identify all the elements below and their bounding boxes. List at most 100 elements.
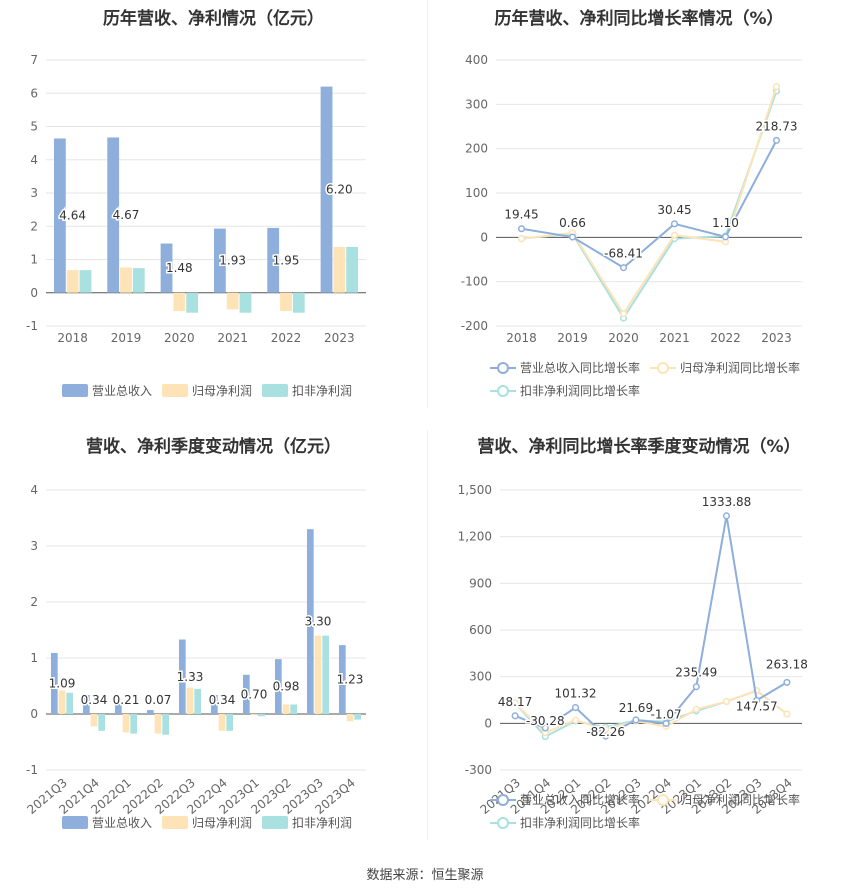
y-tick-label: 900 [469,576,492,590]
y-tick-label: -200 [461,319,488,333]
chart-title: 营收、净利同比增长率季度变动情况（%） [477,437,801,457]
data-point [772,136,781,144]
quarterly-revenue-profit-panel: 营收、净利季度变动情况（亿元） -1 0 1 2 3 4 2021Q3 2021Q4 2022Q… [0,428,427,848]
data-label: 218.73 [756,119,798,133]
data-point [517,225,526,233]
data-point [662,719,670,728]
quarterly-growth-line-chart: -30003006009001,2001,5002021Q32021Q42022… [458,483,810,817]
x-tick-label: 2019 [557,331,588,345]
y-tick-label: -100 [461,275,488,289]
legend-swatch [62,816,88,829]
bar [82,694,90,714]
quarterly-bar-chart: -1012342021Q32021Q42022Q12022Q22022Q3202… [24,483,366,817]
y-tick-label: 100 [465,186,488,200]
bar [314,635,322,714]
legend-swatch [162,816,188,829]
data-point [670,220,679,228]
y-tick-label: 5 [30,120,38,134]
legend-item-revenue-growth[interactable]: 营业总收入同比增长率 [490,359,640,376]
data-point [692,705,700,713]
annual-bar-chart: -1 0 1 2 3 4 5 6 7 2018 2019 2020 2021 2022 2023 4.64 4.… [26,53,366,345]
bar [178,639,186,714]
y-tick-label: 1,500 [458,483,492,497]
legend-item-revenue[interactable]: 营业总收入 [62,382,152,399]
y-tick-label: 4 [30,483,38,497]
legend-label: 归母净利润 [192,384,253,398]
data-point [772,83,781,91]
data-label: 263.18 [766,657,808,671]
bar [346,714,354,722]
legend-label: 归母净利润同比增长率 [680,361,801,375]
legend-item-net-profit[interactable]: 归母净利润 [162,382,252,399]
bar [58,690,66,714]
legend-swatch [62,384,88,397]
legend-item-revenue[interactable]: 营业总收入 [62,814,152,831]
data-source: 数据来源：恒生聚源 [366,868,484,883]
data-label: 1.95 [273,253,300,267]
y-tick-label: 0 [30,286,38,300]
legend-label: 归母净利润同比增长率 [680,793,801,807]
legend-item-deducted-profit[interactable]: 扣非净利润 [262,382,352,399]
bar [290,704,298,714]
bar [267,227,280,293]
bar [218,714,226,731]
data-label: 147.57 [736,699,778,713]
data-point [619,310,628,318]
data-point [602,732,610,740]
bar [173,292,186,312]
bar [242,674,250,714]
legend-item-deducted-growth[interactable]: 扣非净利润同比增长率 [490,382,640,399]
legend-item-deducted-profit[interactable]: 扣非净利润 [262,814,352,831]
data-label: -1.07 [651,707,682,721]
legend-item-net-profit[interactable]: 归母净利润 [162,814,252,831]
data-label: 101.32 [555,687,597,701]
y-tick-label: 2 [30,595,38,609]
legend-label: 归母净利润 [192,816,253,830]
data-point [568,233,577,241]
bar [338,645,346,714]
legend-item-net-growth[interactable]: 归母净利润同比增长率 [650,359,800,376]
data-point [511,712,519,720]
divider-top [427,0,428,408]
y-tick-label: 300 [465,97,488,111]
y-tick-label: 6 [30,86,38,100]
bar [354,714,362,720]
bar [114,702,122,714]
y-tick-label: 3 [30,186,38,200]
data-label: 3.30 [305,615,332,629]
bar [132,268,145,293]
data-point [722,698,731,706]
legend: 营业总收入同比增长率 归母净利润同比增长率 扣非净利润同比增长率 [428,791,850,835]
bar [239,292,252,313]
y-tick-label: -300 [465,763,492,777]
bar [210,694,218,714]
legend-label: 扣非净利润 [292,384,353,398]
data-point [632,716,640,724]
x-tick-label: 2022 [271,331,302,345]
annual-growth-panel: 历年营收、净利同比增长率情况（%） -200 -100 0 100 200 300 400 2… [428,0,850,410]
legend-item-net-growth[interactable]: 归母净利润同比增长率 [650,791,800,808]
x-tick-label: 2020 [608,331,639,345]
data-point [602,726,610,734]
y-tick-label: 2 [30,219,38,233]
bar [66,692,74,714]
bar [50,652,58,714]
legend-label: 扣非净利润 [292,816,353,830]
y-tick-label: -1 [26,319,38,333]
legend-item-revenue-growth[interactable]: 营业总收入同比增长率 [490,791,640,808]
bar [90,714,98,727]
annual-revenue-profit-panel: 历年营收、净利情况（亿元） -1 0 1 2 3 4 5 6 7 2018 2019 2020 2021… [0,0,427,410]
x-tick-label: 2023 [761,331,792,345]
bar [258,714,266,717]
legend: 营业总收入 归母净利润 扣非净利润 [0,814,427,834]
legend-label: 营业总收入 [92,384,153,398]
data-point [721,233,730,241]
legend-item-deducted-growth[interactable]: 扣非净利润同比增长率 [490,814,640,831]
data-label: 1.33 [177,670,204,684]
data-label: 235.49 [675,666,717,680]
data-point [670,231,679,239]
y-tick-label: 1 [30,253,38,267]
legend: 营业总收入 归母净利润 扣非净利润 [0,382,427,402]
legend-swatch [162,384,188,397]
bar [186,687,194,714]
